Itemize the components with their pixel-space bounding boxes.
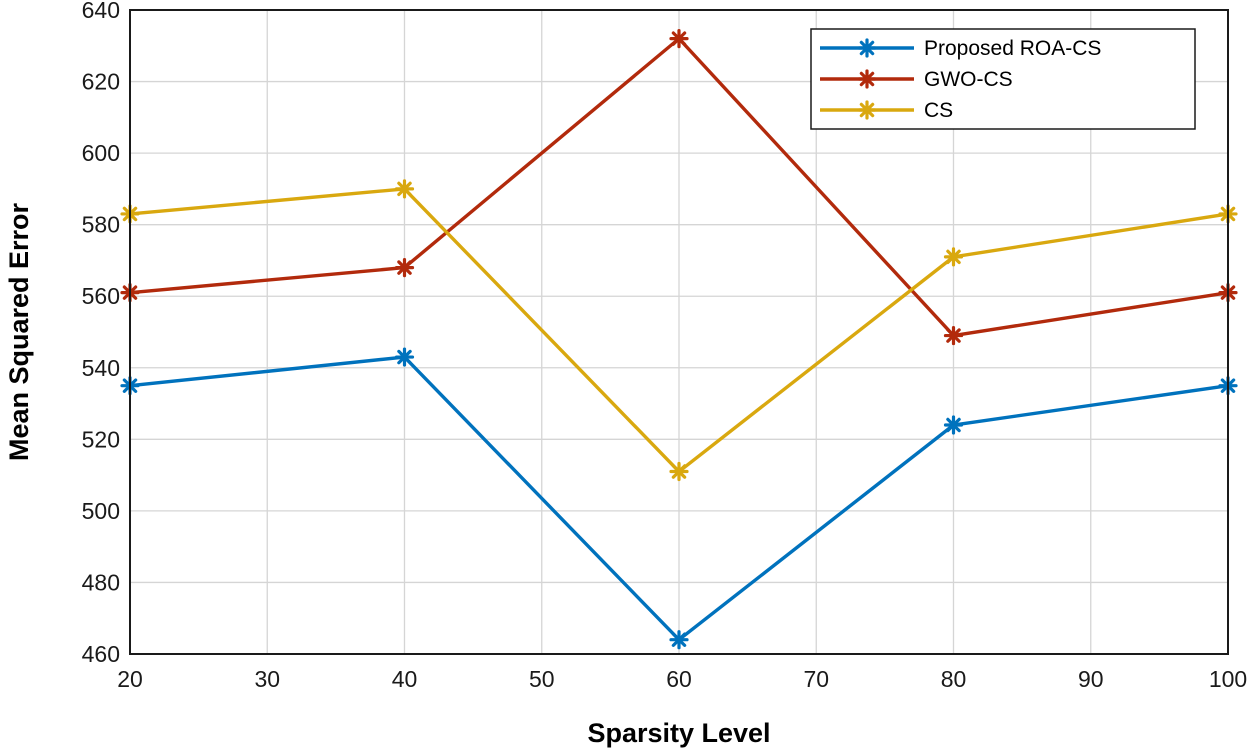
x-tick-label: 60 [666, 666, 692, 692]
series-group [120, 29, 1238, 650]
y-tick-label: 480 [82, 569, 120, 595]
data-point-marker [394, 179, 415, 199]
y-axis-title: Mean Squared Error [4, 202, 34, 461]
y-tick-label: 460 [82, 641, 120, 667]
legend-label: GWO-CS [924, 68, 1013, 91]
x-tick-label: 30 [254, 666, 280, 692]
y-tick-label: 540 [82, 355, 120, 381]
x-tick-labels: 20 30 40 50 60 70 80 90 100 [117, 666, 1247, 692]
data-point-marker [394, 258, 415, 278]
legend-entry: Proposed ROA-CS [820, 37, 1101, 60]
x-tick-label: 50 [529, 666, 555, 692]
data-point-marker [669, 461, 689, 482]
data-point-marker [669, 29, 689, 49]
x-tick-label: 80 [941, 666, 967, 692]
x-axis-title: Sparsity Level [587, 718, 770, 748]
y-tick-label: 640 [82, 0, 120, 23]
legend-label: CS [924, 99, 953, 122]
y-tick-label: 520 [82, 426, 120, 452]
legend-entry: CS [820, 99, 953, 122]
legend-marker [857, 38, 877, 58]
data-point-marker [943, 247, 964, 267]
y-tick-labels: 460 480 500 520 540 560 580 600 620 640 [82, 0, 120, 667]
y-tick-label: 620 [82, 69, 120, 95]
data-point-marker [943, 325, 964, 346]
x-tick-label: 40 [392, 666, 418, 692]
plot-frame [129, 9, 1229, 655]
legend-label: Proposed ROA-CS [924, 37, 1101, 60]
data-point-marker [943, 415, 964, 435]
legend-marker [857, 100, 877, 120]
data-point-marker [669, 630, 689, 650]
x-tick-label: 100 [1209, 666, 1247, 692]
x-tick-label: 20 [117, 666, 143, 692]
y-tick-label: 580 [82, 212, 120, 238]
data-point-marker [394, 347, 415, 367]
legend-entry: GWO-CS [820, 68, 1013, 91]
x-tick-label: 70 [803, 666, 829, 692]
y-tick-label: 560 [82, 283, 120, 309]
legend: Proposed ROA-CS GWO-CS CS [810, 28, 1196, 130]
y-tick-label: 500 [82, 498, 120, 524]
x-tick-label: 90 [1078, 666, 1104, 692]
legend-marker [857, 69, 877, 89]
y-tick-label: 600 [82, 140, 120, 166]
